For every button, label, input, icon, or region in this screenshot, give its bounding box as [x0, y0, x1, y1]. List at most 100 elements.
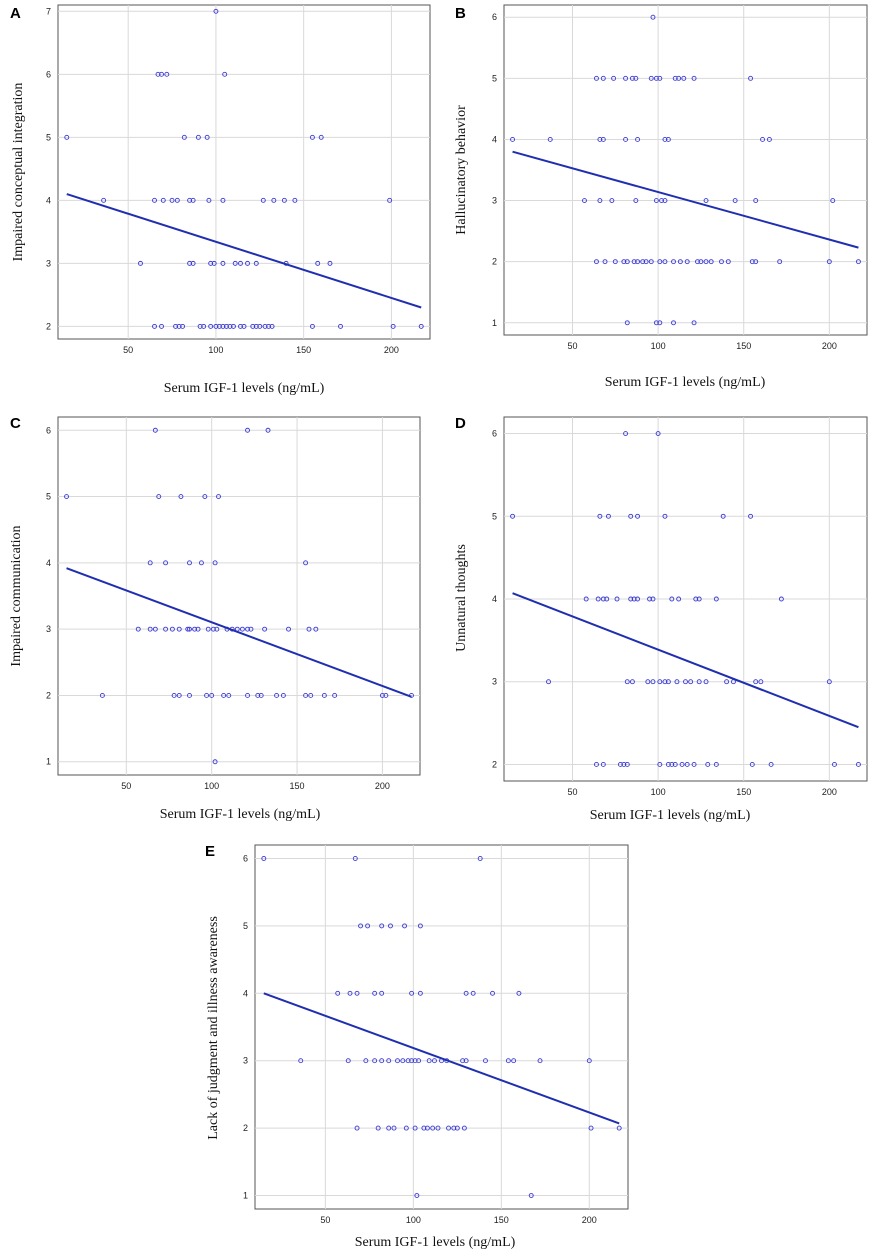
- data-point: [220, 260, 226, 266]
- data-point: [365, 923, 371, 929]
- data-point: [195, 626, 201, 632]
- data-point: [160, 197, 166, 203]
- data-point: [187, 260, 193, 266]
- data-point: [826, 679, 832, 685]
- data-point: [101, 197, 107, 203]
- data-point: [657, 320, 663, 326]
- data-point: [208, 323, 214, 329]
- data-point: [255, 692, 261, 698]
- data-point: [180, 323, 186, 329]
- data-point: [412, 1125, 418, 1131]
- data-point: [451, 1125, 457, 1131]
- plot-area: [57, 4, 431, 340]
- data-point: [629, 75, 635, 81]
- data-point: [665, 762, 671, 767]
- data-point: [190, 260, 196, 266]
- data-point: [138, 260, 143, 266]
- data-point: [245, 427, 250, 433]
- data-point: [163, 626, 169, 632]
- regression-line: [263, 992, 620, 1125]
- y-tick-label: 3: [46, 258, 51, 268]
- x-tick-label: 200: [375, 781, 390, 791]
- data-point: [395, 1058, 400, 1064]
- data-point: [338, 323, 343, 329]
- data-point: [528, 1193, 534, 1198]
- data-point: [159, 71, 164, 77]
- data-point: [163, 560, 169, 566]
- y-tick-label: 6: [492, 12, 497, 22]
- data-point: [227, 323, 233, 329]
- data-point: [672, 75, 678, 81]
- data-point: [691, 320, 697, 326]
- panel-d: D 50 100 150 200 2 3 4 5 6 Serum IGF-1 levels (…: [454, 415, 868, 823]
- data-point: [777, 259, 783, 265]
- data-point: [688, 679, 694, 685]
- y-tick-label: 6: [46, 425, 51, 435]
- y-tick-label: 5: [243, 921, 248, 931]
- data-point: [657, 762, 663, 767]
- data-point: [758, 679, 764, 685]
- data-point: [640, 259, 646, 265]
- y-tick-label: 4: [243, 988, 248, 998]
- x-tick-label: 50: [320, 1215, 330, 1225]
- data-point: [185, 626, 191, 632]
- x-tick-label: 200: [822, 341, 837, 351]
- data-point: [205, 626, 211, 632]
- panel-b: B 50 100 150 200 1 2 3 4 5 6 Serum IGF-1 levels …: [454, 4, 868, 390]
- data-point: [588, 1125, 594, 1131]
- regression-line: [66, 193, 422, 309]
- data-point: [375, 1125, 381, 1131]
- y-axis-ticks: 1 2 3 4 5 6: [46, 425, 51, 766]
- data-point: [583, 596, 589, 602]
- data-point: [510, 136, 516, 142]
- data-point: [676, 596, 682, 602]
- data-point: [169, 197, 175, 203]
- data-point: [258, 692, 264, 698]
- data-point: [684, 762, 690, 767]
- data-point: [152, 626, 158, 632]
- data-point: [594, 75, 599, 81]
- data-point: [176, 626, 182, 632]
- data-point: [174, 197, 180, 203]
- data-point: [611, 75, 617, 81]
- data-point: [405, 1058, 411, 1064]
- data-point: [713, 762, 719, 767]
- y-axis-label: Unnatural thoughts: [454, 544, 469, 652]
- data-points: [510, 14, 861, 326]
- data-point: [643, 259, 649, 265]
- data-point: [648, 259, 654, 265]
- y-tick-label: 4: [46, 195, 51, 205]
- data-point: [209, 692, 215, 698]
- data-point: [703, 198, 709, 204]
- data-point: [335, 990, 341, 996]
- data-point: [332, 692, 338, 698]
- y-tick-label: 2: [46, 690, 51, 700]
- x-axis-ticks: 50 100 150 200: [320, 1215, 596, 1225]
- data-point: [753, 259, 759, 265]
- data-point: [679, 762, 685, 767]
- x-axis-label: Serum IGF-1 levels (ng/mL): [355, 1235, 516, 1250]
- data-point: [245, 692, 250, 698]
- data-point: [511, 1058, 517, 1064]
- data-point: [210, 626, 216, 632]
- x-axis-label: Serum IGF-1 levels (ng/mL): [590, 808, 751, 823]
- data-point: [659, 198, 664, 204]
- data-point: [546, 679, 551, 685]
- data-point: [187, 626, 192, 632]
- data-point: [315, 260, 321, 266]
- data-point: [232, 260, 238, 266]
- data-point: [749, 762, 755, 767]
- data-point: [64, 134, 70, 140]
- data-point: [402, 923, 408, 929]
- panel-c: C 50 100 150 200 1 2 3 4 5 6 Serum IGF-1 levels …: [9, 415, 421, 822]
- y-axis-ticks: 2 3 4 5 6: [492, 429, 497, 770]
- data-point: [628, 596, 634, 602]
- data-point: [631, 596, 637, 602]
- y-tick-label: 3: [46, 624, 51, 634]
- x-tick-label: 150: [736, 341, 751, 351]
- data-point: [628, 513, 634, 519]
- y-tick-label: 4: [492, 594, 497, 604]
- data-point: [245, 260, 250, 266]
- data-point: [181, 134, 187, 140]
- regression-line: [66, 567, 412, 698]
